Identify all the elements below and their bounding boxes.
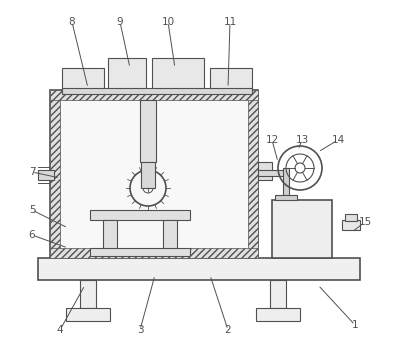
- Text: 1: 1: [352, 320, 358, 330]
- Bar: [80, 280, 96, 308]
- Bar: [38, 170, 54, 180]
- Bar: [108, 58, 146, 90]
- Bar: [275, 195, 297, 200]
- Bar: [50, 90, 60, 258]
- Bar: [210, 68, 252, 90]
- Bar: [258, 170, 286, 176]
- Bar: [90, 210, 190, 220]
- Bar: [163, 220, 177, 252]
- Bar: [50, 90, 258, 100]
- Bar: [283, 168, 289, 196]
- Bar: [66, 308, 110, 321]
- Text: 6: 6: [29, 230, 35, 240]
- Bar: [90, 248, 190, 256]
- Text: 9: 9: [117, 17, 123, 27]
- Text: 4: 4: [57, 325, 63, 335]
- Text: 3: 3: [137, 325, 143, 335]
- Text: 8: 8: [69, 17, 75, 27]
- Text: 10: 10: [162, 17, 175, 27]
- Bar: [270, 280, 286, 308]
- Bar: [50, 248, 258, 258]
- Bar: [62, 88, 252, 94]
- Text: 15: 15: [358, 217, 371, 227]
- Bar: [248, 90, 258, 258]
- Text: 5: 5: [29, 205, 35, 215]
- Bar: [258, 162, 272, 180]
- Bar: [152, 58, 204, 90]
- Bar: [272, 200, 332, 258]
- Bar: [256, 308, 300, 321]
- Text: 12: 12: [265, 135, 279, 145]
- Text: 11: 11: [223, 17, 237, 27]
- Bar: [38, 258, 360, 280]
- Text: 2: 2: [225, 325, 231, 335]
- Bar: [103, 220, 117, 252]
- Text: 13: 13: [295, 135, 308, 145]
- Bar: [141, 162, 155, 188]
- Text: 7: 7: [29, 167, 35, 177]
- Bar: [140, 100, 156, 162]
- Bar: [345, 214, 357, 221]
- Bar: [62, 68, 104, 90]
- Bar: [342, 220, 360, 230]
- Bar: [50, 90, 258, 258]
- Text: 14: 14: [331, 135, 345, 145]
